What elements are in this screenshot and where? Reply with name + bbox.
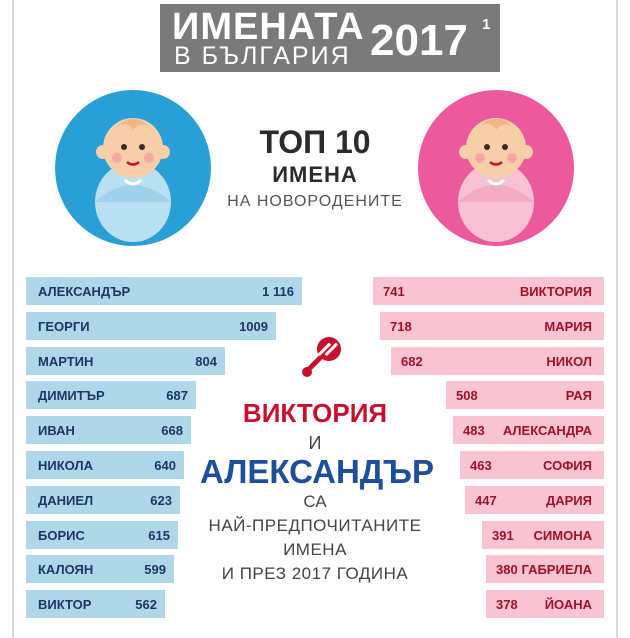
bar-value-label: 640 [154,458,176,473]
title-box: ИМЕНАТА В БЪЛГАРИЯ 2017 1 [160,4,500,72]
girl-name-bar: ЙОАНА 378 [486,590,604,619]
girl-name-bar: АЛЕКСАНДРА 483 [453,416,604,445]
bar-category-label: НИКОЛА [38,458,93,473]
boy-name-bar: КАЛОЯН 599 [26,555,174,584]
bar-value-label: 599 [144,562,166,578]
preferred-line-1: НАЙ-ПРЕДПОЧИТАНИТЕ [208,516,422,535]
girl-name-bar: ДАРИЯ 447 [465,485,604,514]
bar-category-label: ГЕОРГИ [38,318,90,334]
baby-boy-icon [55,90,211,251]
title-year: 2017 [370,16,468,65]
newborn-heading: НА НОВОРОДЕНИТЕ [227,193,403,210]
bar-category-label: МАРИЯ [544,318,592,334]
bar-category-label: БОРИС [38,527,85,543]
bar-category-label: НИКОЛ [546,353,592,369]
bar-value-label: 508 [456,388,478,404]
bar-category-label: АЛЕКСАНДРА [502,423,592,439]
bar-category-label: СИМОНА [533,527,592,543]
bar-category-label: ИВАН [38,423,75,439]
boy-name-bar: МАРТИН 804 [26,346,225,375]
baby-girl-icon [418,90,574,251]
bar-category-label: СОФИЯ [543,458,592,473]
girl-name-bar: МАРИЯ 718 [380,311,604,340]
preferred-line-2: ИМЕНА [283,540,347,559]
bar-category-label: ДАРИЯ [545,492,592,508]
boy-name-bar: ИВАН 668 [26,416,191,445]
bar-value-label: 378 [496,597,518,613]
bar-category-label: ГАБРИЕЛА [521,562,592,578]
bar-value-label: 615 [148,527,170,543]
bar-value-label: 718 [390,318,412,334]
boy-name-bar: ВИКТОР 562 [26,590,165,619]
girl-name-bar: ГАБРИЕЛА 380 [486,555,604,584]
boy-name-bar: НИКОЛА 640 [26,451,184,479]
and-word: И [308,433,322,453]
bar-value-label: 391 [492,527,514,543]
bar-category-label: ДИМИТЪР [38,388,105,404]
bar-value-label: 463 [470,458,492,473]
are-word: СА [303,492,327,511]
bar-value-label: 682 [401,353,423,369]
bar-value-label: 741 [383,284,405,299]
boy-name-bar: ДИМИТЪР 687 [26,381,196,410]
highlight-girl-name: ВИКТОРИЯ [242,398,388,428]
bar-category-label: КАЛОЯН [38,562,94,578]
girl-name-bar: НИКОЛ 682 [391,346,604,375]
boy-name-bar: БОРИС 615 [26,520,178,549]
boy-name-bar: АЛЕКСАНДЪР 1 116 [26,277,302,305]
names-heading: ИМЕНА [272,162,358,187]
rattle-icon [300,335,344,384]
title-line1: ИМЕНАТА [172,6,365,48]
girl-name-bar: СОФИЯ 463 [460,451,604,479]
bar-category-label: РАЯ [565,388,592,404]
boy-name-bar: ДАНИЕЛ 623 [26,485,180,514]
bar-value-label: 687 [166,388,188,404]
bar-category-label: МАРТИН [38,353,94,369]
bar-category-label: ВИКТОРИЯ [519,284,592,299]
bar-category-label: АЛЕКСАНДЪР [38,284,131,299]
bar-category-label: ЙОАНА [544,597,592,613]
bar-value-label: 562 [135,597,157,613]
preferred-line-3: И ПРЕЗ 2017 ГОДИНА [221,564,409,583]
girl-name-bar: РАЯ 508 [446,381,604,410]
bar-category-label: ДАНИЕЛ [38,492,94,508]
girl-name-bar: СИМОНА 391 [482,520,604,549]
bar-value-label: 380 [496,562,518,578]
highlight-boy-name: АЛЕКСАНДЪР [200,453,434,490]
bar-value-label: 804 [195,353,217,369]
bar-value-label: 623 [150,492,172,508]
bar-category-label: ВИКТОР [38,597,92,613]
bar-value-label: 1009 [239,318,268,334]
title-line2: В БЪЛГАРИЯ [174,42,351,70]
girl-name-bar: ВИКТОРИЯ 741 [373,277,604,305]
bar-value-label: 668 [161,423,183,439]
title-footnote: 1 [482,16,491,33]
bar-value-label: 447 [475,492,497,508]
right-rule [616,0,618,638]
bar-value-label: 1 116 [262,284,294,299]
left-rule [12,0,14,638]
boy-name-bar: ГЕОРГИ 1009 [26,311,276,340]
bar-value-label: 483 [463,423,485,439]
top-heading: ТОП 10 [259,124,371,160]
